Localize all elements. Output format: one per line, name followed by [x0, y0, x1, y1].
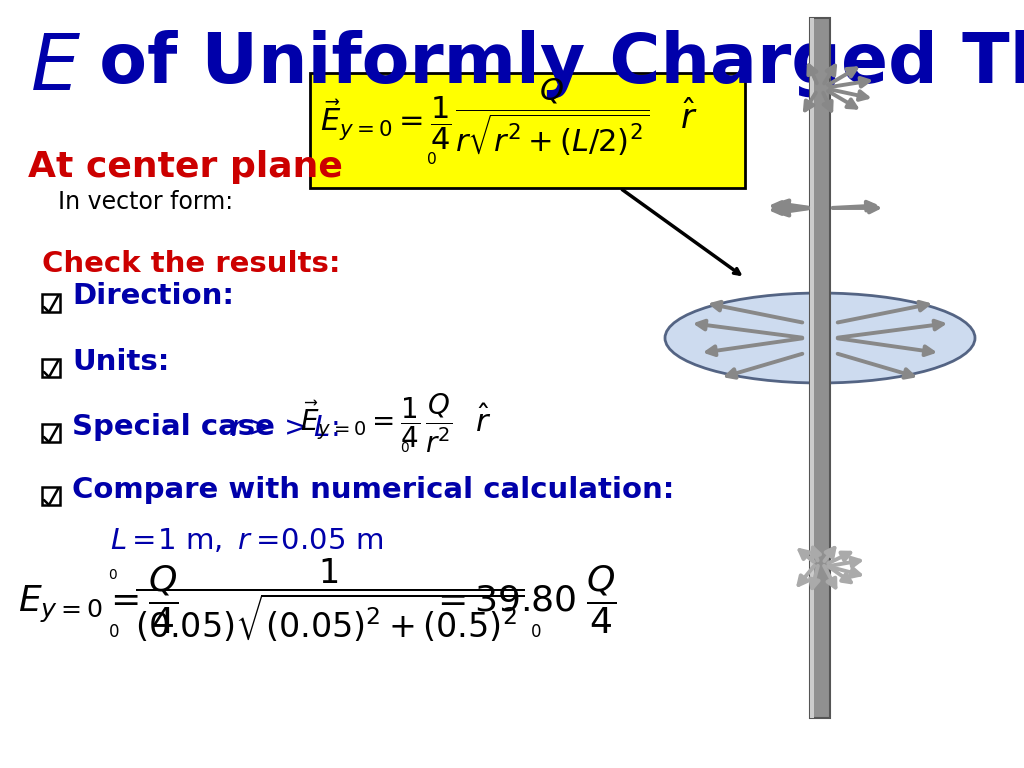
- Text: $\vec{E}_{y=0} = \dfrac{1}{4}$: $\vec{E}_{y=0} = \dfrac{1}{4}$: [319, 94, 452, 152]
- Bar: [42, 424, 60, 442]
- Bar: [42, 487, 60, 505]
- Text: $\vec{E}_{y=0} = \dfrac{1}{4}$: $\vec{E}_{y=0} = \dfrac{1}{4}$: [300, 396, 420, 450]
- Text: of Uniformly Charged Thin Rod: of Uniformly Charged Thin Rod: [75, 30, 1024, 98]
- Text: At center plane: At center plane: [28, 150, 343, 184]
- Text: $_0$: $_0$: [400, 437, 410, 455]
- Text: $_0$: $_0$: [108, 617, 120, 640]
- Text: In vector form:: In vector form:: [58, 190, 233, 214]
- Bar: [810, 18, 814, 718]
- Bar: [42, 294, 60, 312]
- Text: $\dfrac{1}{(0.05)\sqrt{(0.05)^2 + (0.5)^2}}$: $\dfrac{1}{(0.05)\sqrt{(0.05)^2 + (0.5)^…: [135, 556, 524, 644]
- Text: $E_{y=0} = \dfrac{Q}{4}$: $E_{y=0} = \dfrac{Q}{4}$: [18, 564, 179, 636]
- Text: $r>>L\!:$: $r>>L\!:$: [230, 412, 339, 442]
- Text: $\hat{r}$: $\hat{r}$: [475, 407, 492, 439]
- Bar: [310, 73, 745, 188]
- Ellipse shape: [665, 293, 975, 383]
- Text: $\it{E}$: $\it{E}$: [30, 30, 81, 107]
- Text: $\dfrac{Q}{r\sqrt{r^2 + (L/2)^2}}$: $\dfrac{Q}{r\sqrt{r^2 + (L/2)^2}}$: [455, 77, 649, 159]
- Text: Units:: Units:: [72, 348, 169, 376]
- Text: $= 39.80\;\dfrac{Q}{4}$: $= 39.80\;\dfrac{Q}{4}$: [430, 564, 617, 636]
- Text: $\hat{r}$: $\hat{r}$: [680, 101, 697, 136]
- Text: $\mathit{L}=\!1\ \mathrm{m},\ \mathit{r}=\!0.05\ \mathrm{m}$: $\mathit{L}=\!1\ \mathrm{m},\ \mathit{r}…: [110, 525, 383, 554]
- Text: $\dfrac{Q}{r^2}$: $\dfrac{Q}{r^2}$: [425, 391, 453, 455]
- Text: Direction:: Direction:: [72, 282, 234, 310]
- Text: $_0$: $_0$: [426, 145, 437, 167]
- Text: Compare with numerical calculation:: Compare with numerical calculation:: [72, 476, 675, 504]
- Bar: [42, 359, 60, 377]
- Text: Special case: Special case: [72, 413, 285, 441]
- Text: $_0$: $_0$: [530, 617, 542, 640]
- Text: Check the results:: Check the results:: [42, 250, 341, 278]
- Bar: [810, 18, 830, 718]
- Text: $_0$: $_0$: [108, 564, 118, 582]
